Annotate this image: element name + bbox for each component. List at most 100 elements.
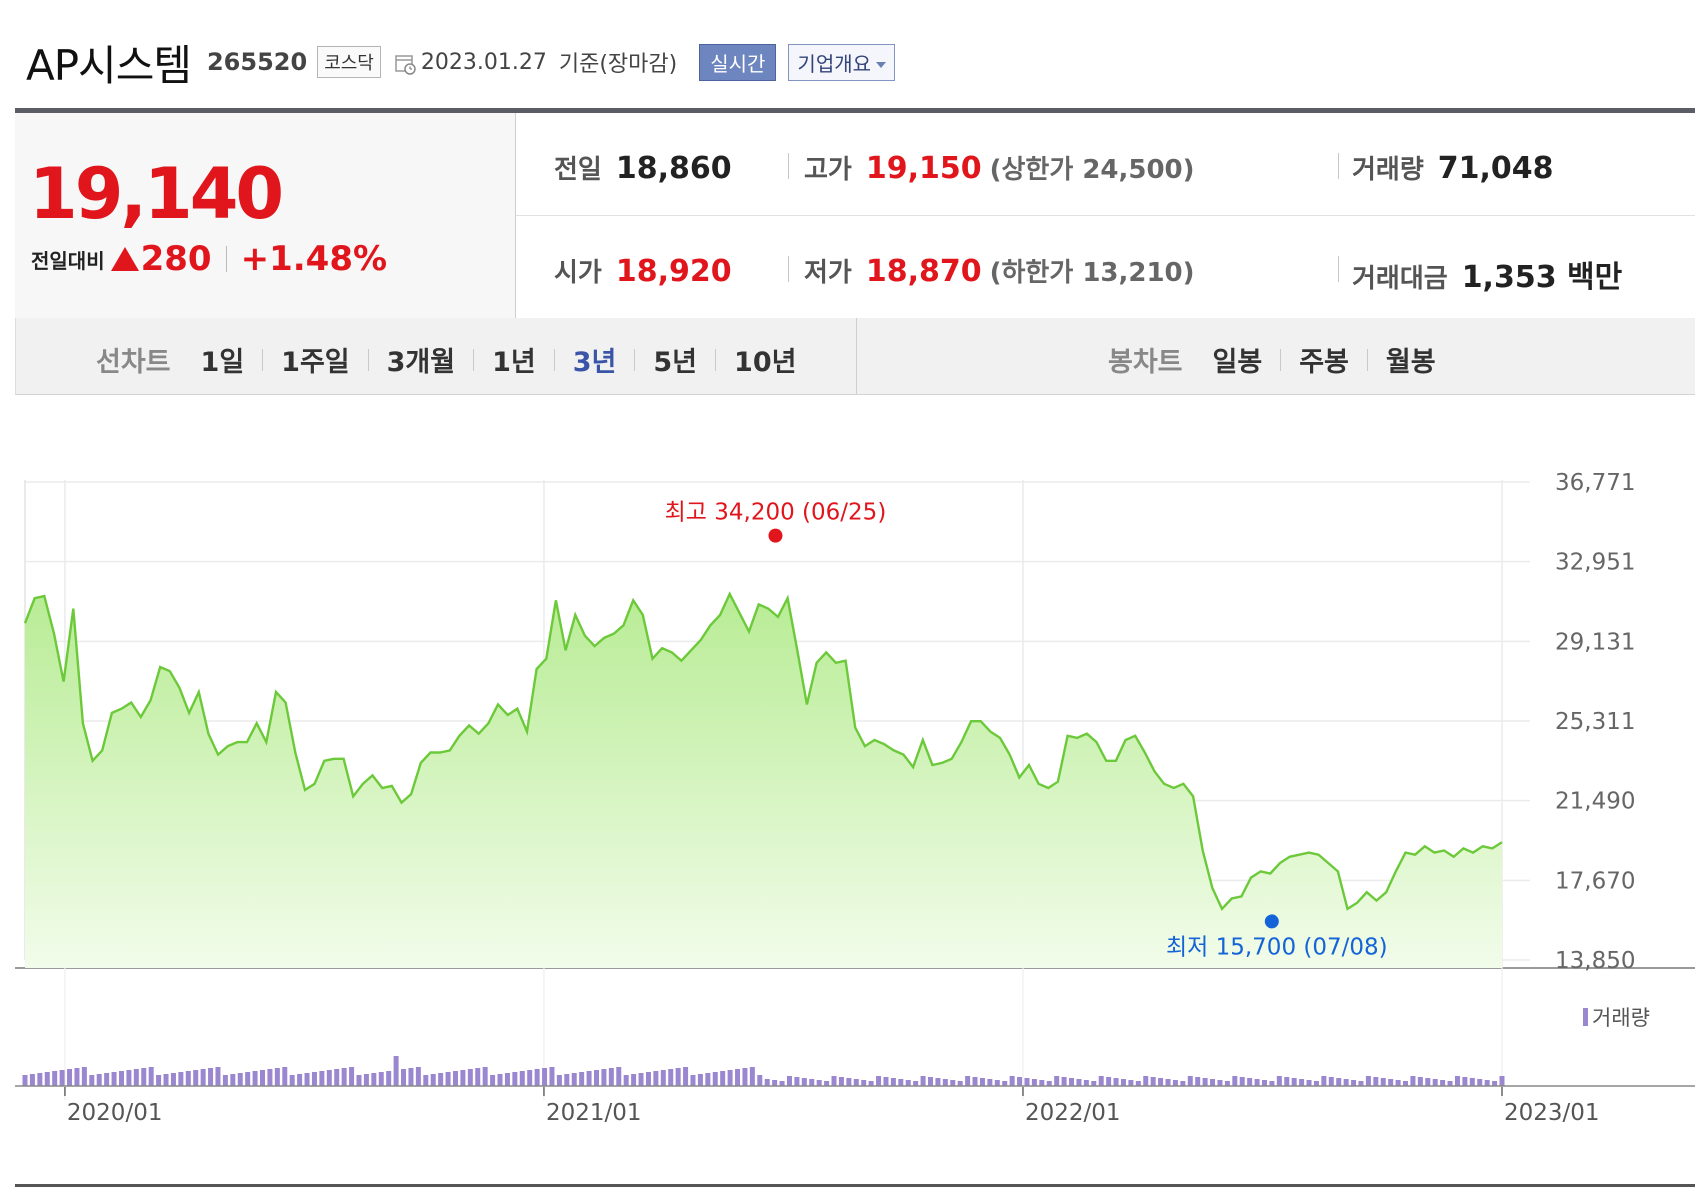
volume-bar	[1306, 1080, 1312, 1086]
volume-bar	[438, 1073, 444, 1086]
volume-bar	[1217, 1080, 1223, 1086]
volume-bar	[1417, 1077, 1423, 1086]
tab-1y[interactable]: 1년	[492, 347, 536, 378]
volume-bar	[1499, 1076, 1505, 1086]
volume-bar	[1120, 1079, 1126, 1086]
volume-bar	[363, 1074, 369, 1086]
tab-weekly[interactable]: 주봉	[1299, 347, 1349, 378]
volume-bar	[178, 1072, 184, 1086]
y-tick-label: 32,951	[1555, 550, 1635, 576]
stock-name: AP시스템	[26, 40, 192, 90]
max-point-marker	[768, 528, 783, 543]
volume-bar	[386, 1071, 392, 1086]
volume-bar	[378, 1072, 384, 1086]
x-tick-label: 2021/01	[546, 1100, 642, 1126]
volume-bar	[683, 1067, 689, 1086]
stock-header: AP시스템 265520 코스닥 2023.01.27 기준(장마감) 실시간 …	[26, 34, 896, 90]
volume-bar	[1492, 1081, 1498, 1086]
realtime-button[interactable]: 실시간	[699, 43, 777, 81]
volume-bar	[67, 1069, 73, 1086]
quote-row-2: 시가 18,920 저가 18,870 (하한가 13,210) 거래대금 1,…	[516, 216, 1695, 318]
volume-bar	[482, 1067, 488, 1086]
cell-divider	[1338, 153, 1339, 179]
volume-bar	[571, 1073, 577, 1086]
volume-bar	[1291, 1078, 1297, 1086]
open-value: 18,920	[615, 254, 732, 289]
volume-bar	[341, 1068, 347, 1086]
volume-bar	[408, 1068, 414, 1086]
volume-bar	[245, 1072, 251, 1086]
tab-1w[interactable]: 1주일	[281, 347, 350, 378]
tab-3m[interactable]: 3개월	[386, 347, 456, 378]
volume-bar	[1009, 1076, 1015, 1086]
tab-daily[interactable]: 일봉	[1212, 347, 1263, 378]
amount-value: 1,353 백만	[1461, 260, 1623, 295]
volume-bar	[237, 1073, 243, 1086]
volume-bar	[401, 1069, 407, 1086]
high-value: 19,150	[865, 151, 982, 186]
volume-bar	[616, 1067, 622, 1086]
volume-bar	[96, 1074, 102, 1086]
tab-5y[interactable]: 5년	[653, 347, 698, 378]
volume-bar	[838, 1077, 844, 1086]
volume-bar	[1276, 1076, 1282, 1086]
change-divider	[225, 246, 227, 272]
volume-bar	[660, 1070, 666, 1086]
volume-bar	[942, 1079, 948, 1086]
volume-bar	[846, 1078, 852, 1086]
volume-bar	[727, 1070, 733, 1086]
amount-label: 거래대금	[1352, 264, 1448, 294]
volume-bar	[1373, 1077, 1379, 1086]
volume-bar	[1039, 1080, 1045, 1086]
volume-bar	[1247, 1078, 1253, 1086]
volume-bar	[913, 1081, 919, 1086]
volume-bar	[490, 1075, 496, 1086]
prev-close-label: 전일	[554, 155, 602, 185]
tab-3y[interactable]: 3년	[572, 347, 617, 378]
volume-bar	[1365, 1076, 1371, 1086]
volume-bar	[1195, 1077, 1201, 1086]
company-overview-button[interactable]: 기업개요	[788, 43, 896, 81]
volume-bar	[1091, 1081, 1097, 1086]
volume-label: 거래량	[1352, 155, 1424, 185]
volume-bar	[1054, 1076, 1060, 1086]
volume-bar	[742, 1068, 748, 1086]
volume-bar	[1395, 1080, 1401, 1086]
volume-bar	[764, 1079, 770, 1086]
volume-bar	[623, 1075, 629, 1086]
volume-bar	[452, 1071, 458, 1086]
volume-bar	[935, 1078, 941, 1086]
tab-monthly[interactable]: 월봉	[1385, 347, 1436, 378]
volume-bar	[1031, 1079, 1037, 1086]
volume-bar	[1261, 1080, 1267, 1086]
tab-10y[interactable]: 10년	[734, 347, 797, 378]
tab-divider	[367, 348, 369, 371]
volume-bar	[319, 1071, 325, 1086]
prev-close-value: 18,860	[615, 151, 732, 186]
volume-bar	[1143, 1076, 1149, 1086]
quote-panel: 19,140 전일대비 280 +1.48% 전일 18,860 고가 19,1…	[15, 113, 1695, 319]
volume-value: 71,048	[1437, 151, 1554, 186]
volume-bar	[1484, 1080, 1490, 1086]
high-label: 고가	[804, 155, 852, 185]
volume-bar	[475, 1068, 481, 1086]
volume-bar	[1187, 1076, 1193, 1086]
current-price: 19,140	[29, 153, 284, 235]
volume-bar	[1024, 1078, 1030, 1086]
volume-bar	[148, 1067, 154, 1086]
volume-bar	[304, 1073, 310, 1086]
volume-bar	[579, 1072, 585, 1086]
volume-bar	[972, 1077, 978, 1086]
volume-bar	[133, 1069, 139, 1086]
volume-bar	[876, 1076, 882, 1086]
volume-bar	[861, 1080, 867, 1086]
tab-1d[interactable]: 1일	[200, 347, 245, 378]
volume-bar	[705, 1073, 711, 1086]
volume-bar	[334, 1069, 340, 1086]
volume-bar	[274, 1068, 280, 1086]
price-chart[interactable]: 36,771 32,951 29,131 25,311 21,490 17,670 13,8…	[0, 420, 1695, 1184]
volume-bar	[809, 1079, 815, 1086]
volume-bar	[712, 1072, 718, 1086]
volume-bar	[1343, 1079, 1349, 1086]
volume-bar	[504, 1073, 510, 1086]
